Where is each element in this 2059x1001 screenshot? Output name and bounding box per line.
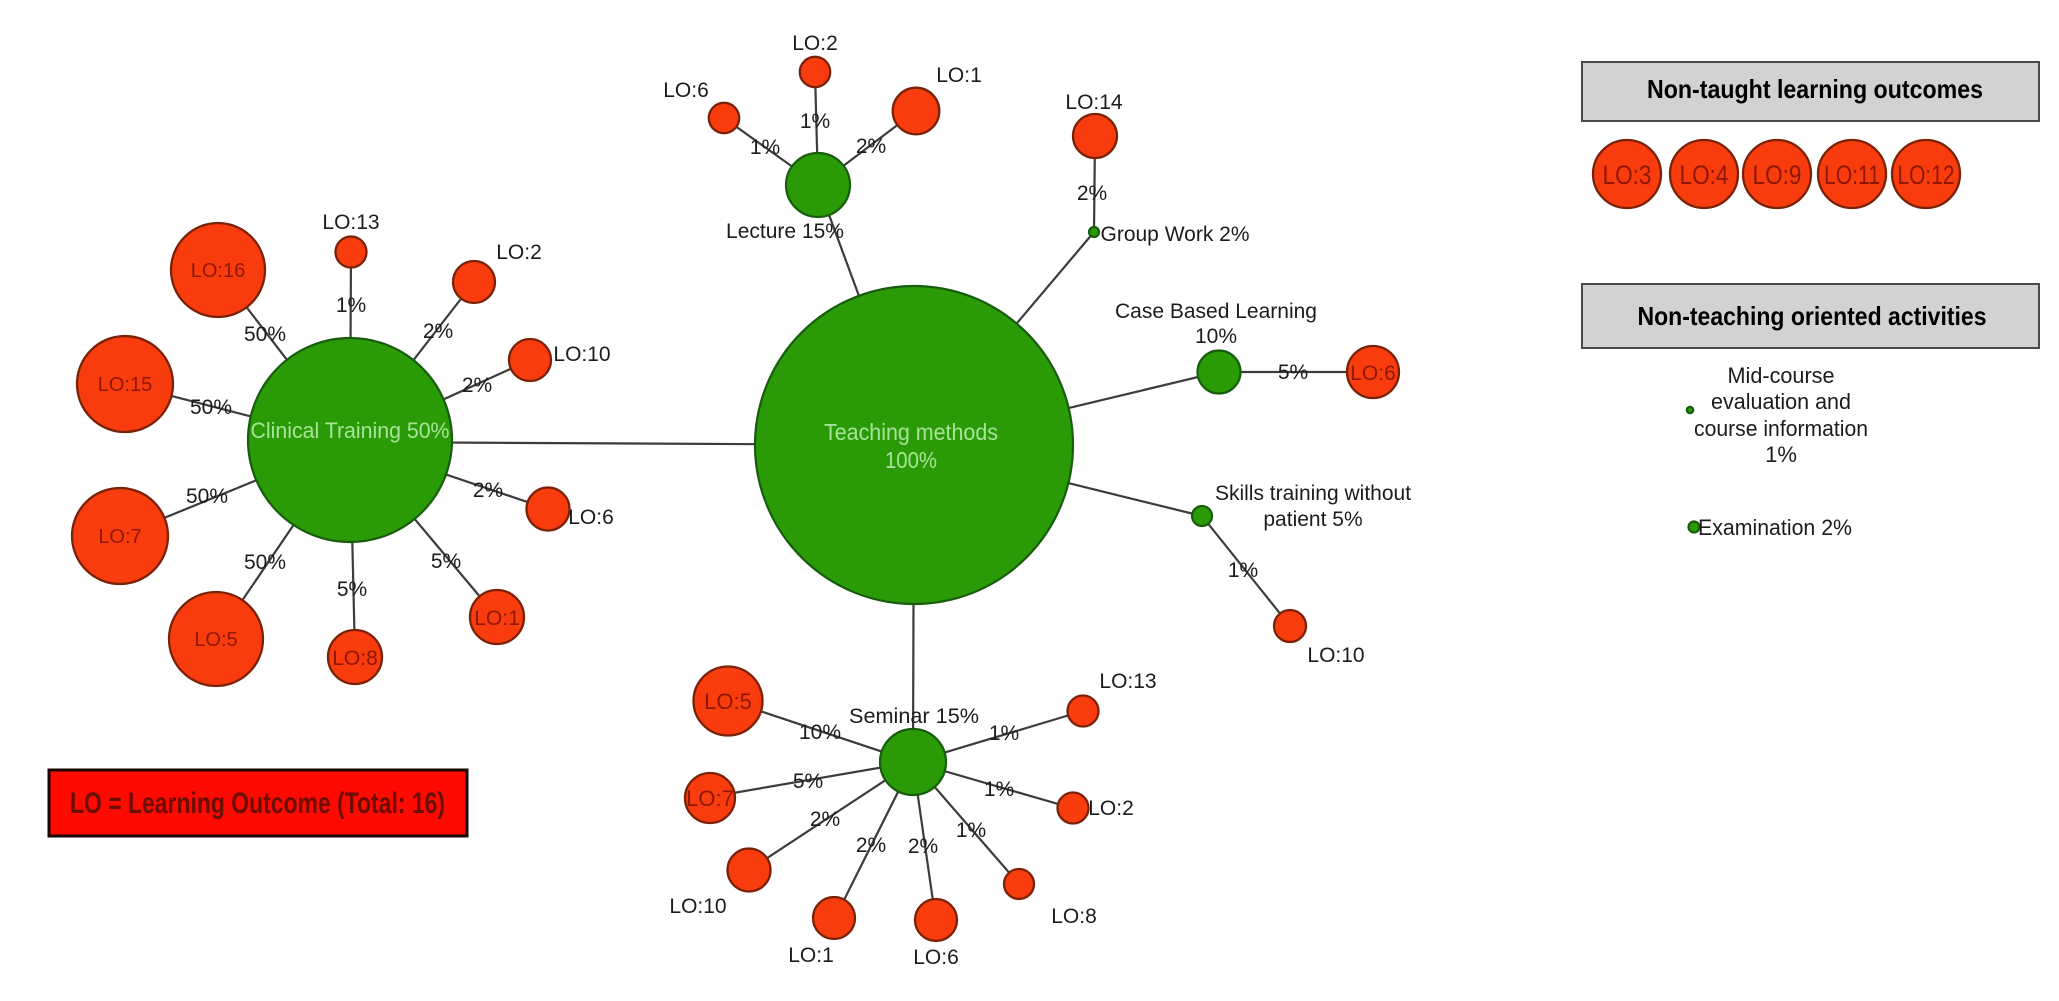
svg-text:LO:1: LO:1 (788, 944, 834, 967)
svg-text:LO:5: LO:5 (194, 629, 237, 651)
svg-text:LO:2: LO:2 (496, 241, 542, 264)
svg-text:LO:5: LO:5 (704, 689, 752, 714)
svg-text:LO:6: LO:6 (913, 946, 959, 969)
svg-text:1%: 1% (984, 778, 1014, 801)
svg-text:1%: 1% (336, 294, 366, 317)
svg-text:LO:11: LO:11 (1824, 160, 1880, 190)
svg-text:5%: 5% (793, 770, 823, 793)
svg-text:course information: course information (1694, 416, 1868, 441)
svg-text:LO:10: LO:10 (553, 343, 610, 366)
svg-text:LO:8: LO:8 (1051, 905, 1097, 928)
svg-text:Non-teaching oriented activiti: Non-teaching oriented activities (1638, 301, 1987, 331)
svg-text:1%: 1% (1765, 442, 1797, 467)
svg-text:Mid-course: Mid-course (1728, 363, 1835, 388)
svg-text:50%: 50% (186, 485, 228, 508)
svg-text:LO:6: LO:6 (568, 506, 614, 529)
svg-text:2%: 2% (856, 135, 886, 158)
svg-text:LO:7: LO:7 (686, 786, 734, 811)
svg-text:5%: 5% (337, 578, 367, 601)
svg-text:1%: 1% (800, 110, 830, 133)
svg-text:LO:2: LO:2 (792, 32, 838, 55)
svg-text:100%: 100% (885, 447, 937, 473)
svg-text:2%: 2% (856, 834, 886, 857)
svg-text:patient 5%: patient 5% (1263, 508, 1362, 531)
svg-text:LO:14: LO:14 (1065, 91, 1123, 114)
svg-text:50%: 50% (244, 551, 286, 574)
svg-text:evaluation and: evaluation and (1711, 389, 1851, 414)
svg-text:5%: 5% (431, 550, 461, 573)
svg-text:Non-taught learning outcomes: Non-taught learning outcomes (1647, 74, 1983, 104)
svg-text:LO:10: LO:10 (669, 895, 726, 918)
svg-text:Lecture 15%: Lecture 15% (726, 220, 844, 243)
svg-text:Examination 2%: Examination 2% (1698, 515, 1852, 540)
svg-text:LO:13: LO:13 (322, 211, 379, 234)
svg-text:2%: 2% (462, 374, 492, 397)
svg-text:10%: 10% (799, 721, 841, 744)
svg-text:50%: 50% (190, 396, 232, 419)
svg-text:LO = Learning Outcome (Total:: LO = Learning Outcome (Total: 16) (70, 787, 445, 820)
svg-text:2%: 2% (908, 835, 938, 858)
svg-text:LO:12: LO:12 (1898, 160, 1955, 190)
svg-text:1%: 1% (1228, 559, 1258, 582)
svg-text:Seminar 15%: Seminar 15% (849, 705, 979, 728)
svg-text:LO:2: LO:2 (1088, 797, 1134, 820)
svg-text:2%: 2% (473, 479, 503, 502)
svg-text:Clinical Training 50%: Clinical Training 50% (251, 418, 450, 443)
svg-text:LO:10: LO:10 (1307, 644, 1364, 667)
svg-text:LO:1: LO:1 (474, 607, 520, 630)
svg-text:LO:8: LO:8 (332, 647, 378, 670)
svg-text:10%: 10% (1195, 325, 1237, 348)
svg-text:1%: 1% (956, 819, 986, 842)
svg-text:Teaching methods: Teaching methods (824, 419, 998, 445)
svg-text:LO:6: LO:6 (1350, 362, 1396, 385)
svg-text:LO:4: LO:4 (1680, 160, 1729, 190)
svg-text:2%: 2% (423, 320, 453, 343)
svg-text:1%: 1% (989, 722, 1019, 745)
svg-text:LO:6: LO:6 (663, 79, 709, 102)
svg-text:LO:13: LO:13 (1099, 670, 1156, 693)
svg-text:50%: 50% (244, 323, 286, 346)
svg-text:2%: 2% (810, 808, 840, 831)
svg-text:Case Based Learning: Case Based Learning (1115, 300, 1317, 323)
svg-text:LO:1: LO:1 (936, 64, 982, 87)
svg-text:LO:16: LO:16 (191, 260, 245, 282)
svg-text:5%: 5% (1278, 361, 1308, 384)
svg-text:LO:15: LO:15 (98, 374, 152, 396)
svg-text:LO:9: LO:9 (1753, 160, 1802, 190)
svg-text:Skills training without: Skills training without (1215, 482, 1411, 505)
svg-text:LO:7: LO:7 (98, 526, 141, 548)
svg-text:1%: 1% (750, 136, 780, 159)
svg-text:2%: 2% (1077, 182, 1107, 205)
svg-text:Group Work 2%: Group Work 2% (1101, 223, 1250, 246)
svg-text:LO:3: LO:3 (1603, 160, 1652, 190)
